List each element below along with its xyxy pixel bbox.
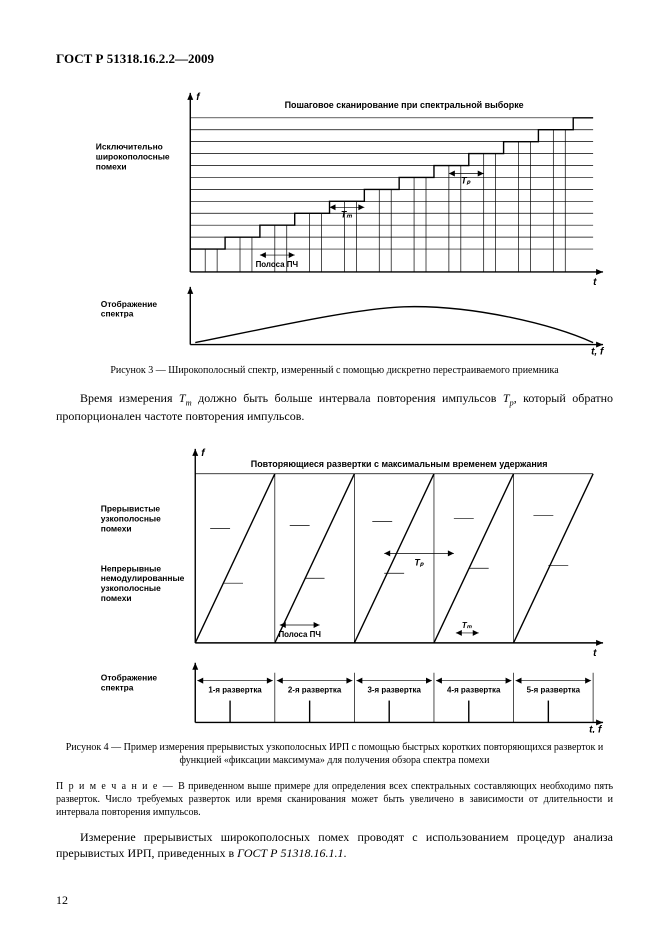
sweep-3: 3-я развертка bbox=[356, 678, 432, 695]
figure-3-caption: Рисунок 3 — Широкополосный спектр, измер… bbox=[56, 364, 613, 378]
figure-4-caption: Рисунок 4 — Пример измерения прерывистых… bbox=[56, 741, 613, 768]
fig3-tm: Tₘ bbox=[341, 209, 352, 219]
fig4-title: Повторяющиеся развертки с максимальным в… bbox=[251, 459, 548, 469]
svg-text:t, f: t, f bbox=[589, 725, 603, 733]
fig3-ylabel-top: Исключительно широкополосные помехи bbox=[96, 141, 172, 171]
para-1: Время измерения Tm должно быть больше ин… bbox=[56, 390, 613, 425]
svg-text:Tₘ: Tₘ bbox=[462, 621, 473, 630]
para-2: Измерение прерывистых широкополосных пом… bbox=[56, 829, 613, 861]
svg-text:t: t bbox=[593, 648, 597, 659]
fig4-ylabel-bottom: Отображение спектра bbox=[101, 673, 160, 693]
svg-text:f: f bbox=[201, 448, 206, 459]
page-number: 12 bbox=[56, 892, 68, 908]
page: ГОСТ Р 51318.16.2.2—2009 f t Пошаговое с… bbox=[0, 0, 661, 936]
fig3-title: Пошаговое сканирование при спектральной … bbox=[285, 99, 524, 109]
sweep-5: 5-я развертка bbox=[516, 678, 592, 695]
fig4-ylabel-top: Прерывистые узкополосные помехи bbox=[101, 504, 163, 534]
sweep-1: 1-я развертка bbox=[197, 678, 273, 695]
figure-3-svg: f t Пошаговое сканирование при спектраль… bbox=[56, 78, 613, 357]
svg-text:3-я развертка: 3-я развертка bbox=[367, 686, 421, 695]
fig3-y-axis: f bbox=[196, 91, 201, 102]
fig4-ifband: Полоса ПЧ bbox=[278, 630, 321, 639]
figure-4: f t Повторяющиеся развертки с максимальн… bbox=[56, 434, 613, 732]
svg-text:5-я развертка: 5-я развертка bbox=[527, 686, 581, 695]
note: П р и м е ч а н и е — В приведенном выше… bbox=[56, 780, 613, 819]
fig3-tp: Tₚ bbox=[461, 175, 470, 185]
doc-code: ГОСТ Р 51318.16.2.2—2009 bbox=[56, 50, 613, 68]
figure-3: f t Пошаговое сканирование при спектраль… bbox=[56, 78, 613, 357]
svg-text:Tₚ: Tₚ bbox=[414, 558, 423, 568]
fig3-ifband: Полоса ПЧ bbox=[256, 260, 299, 269]
sweep-4: 4-я развертка bbox=[436, 678, 512, 695]
svg-text:2-я развертка: 2-я развертка bbox=[288, 686, 342, 695]
sweep-2: 2-я развертка bbox=[277, 678, 353, 695]
svg-text:4-я развертка: 4-я развертка bbox=[447, 686, 501, 695]
svg-text:1-я развертка: 1-я развертка bbox=[208, 686, 262, 695]
fig3-ylabel-bottom: Отображение спектра bbox=[101, 298, 160, 318]
figure-4-svg: f t Повторяющиеся развертки с максимальн… bbox=[56, 434, 613, 732]
fig4-ylabel-mid: Непрерывные немодулированные узкополосны… bbox=[101, 564, 187, 604]
fig3-x-bottom: t, f bbox=[591, 346, 605, 356]
fig3-x-axis-top: t bbox=[593, 276, 597, 287]
